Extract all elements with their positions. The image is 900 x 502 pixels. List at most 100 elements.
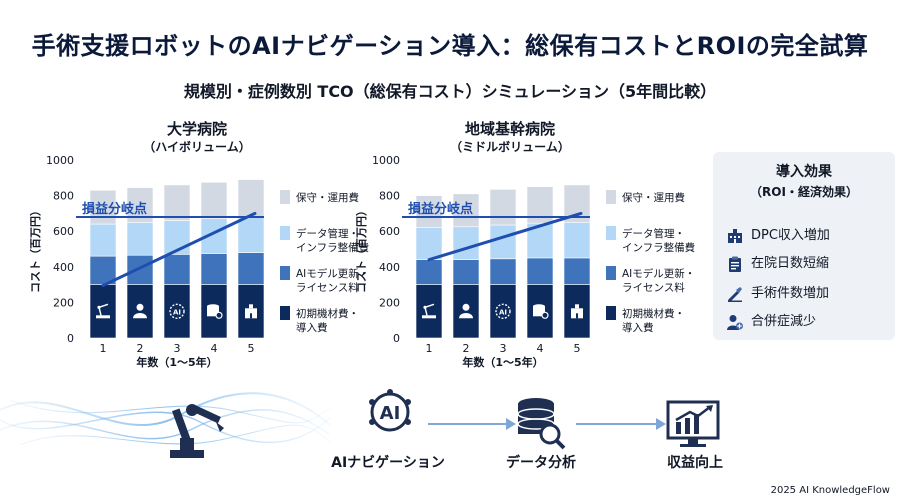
x-tick-label: 1 bbox=[100, 342, 107, 355]
bar-segment-4 bbox=[200, 181, 228, 220]
bar-segment-4 bbox=[452, 193, 480, 228]
flow-arrow bbox=[576, 418, 666, 430]
legend-label: ライセンス料 bbox=[296, 281, 359, 294]
x-axis-label: 年数（1〜5年） bbox=[136, 355, 217, 369]
icon-part: AI bbox=[499, 308, 507, 316]
breakeven-label: 損益分岐点 bbox=[408, 201, 473, 217]
roi-line bbox=[427, 211, 583, 262]
svg-text:AI: AI bbox=[380, 403, 401, 424]
bar-segment-2 bbox=[452, 259, 480, 285]
effects-panel: 導入効果 （ROI・経済効果） DPC収入増加 在院日数短縮 手術件数増加 合併… bbox=[713, 152, 895, 340]
patient-plus-icon bbox=[727, 314, 743, 330]
legend-label: 初期機材費・ bbox=[622, 307, 685, 320]
y-tick-label: 0 bbox=[67, 332, 74, 345]
y-tick-label: 200 bbox=[53, 296, 74, 309]
chart-title: 大学病院 bbox=[167, 120, 227, 138]
effect-item-complication: 合併症減少 bbox=[727, 310, 816, 330]
bar-segment-2 bbox=[163, 254, 191, 285]
hospital-icon bbox=[571, 304, 583, 319]
database-icon bbox=[207, 304, 223, 319]
x-tick-label: 3 bbox=[174, 342, 181, 355]
page-subtitle: 規模別・症例数別 TCO（総保有コスト）シミュレーション（5年間比較） bbox=[183, 82, 717, 101]
legend-swatch bbox=[606, 306, 616, 320]
legend-label: 保守・運用費 bbox=[622, 191, 685, 204]
legend-swatch bbox=[280, 190, 290, 204]
legend-swatch bbox=[280, 306, 290, 320]
legend-label: データ管理・ bbox=[296, 227, 359, 240]
icon-part bbox=[495, 303, 511, 319]
y-tick-label: 600 bbox=[53, 225, 74, 238]
bar-segment-3 bbox=[415, 227, 443, 260]
bar-segment-1 bbox=[415, 284, 443, 339]
legend-label: AIモデル更新・ bbox=[296, 267, 369, 280]
growth-chart-icon bbox=[666, 400, 720, 447]
bar-segment-2 bbox=[200, 253, 228, 285]
y-tick-label: 200 bbox=[379, 296, 400, 309]
robot-arm-icon bbox=[170, 404, 224, 458]
legend-label: インフラ整備費 bbox=[622, 241, 695, 254]
bar-segment-2 bbox=[415, 259, 443, 285]
roi-line bbox=[101, 211, 257, 287]
bar-segment-1 bbox=[126, 284, 154, 339]
ai-icon: AI bbox=[169, 303, 185, 319]
icon-part bbox=[96, 315, 110, 319]
footer-credit: 2025 AI KnowledgeFlow bbox=[770, 485, 890, 496]
flow-label-revenue: 収益向上 bbox=[667, 455, 723, 471]
bar-segment-3 bbox=[489, 224, 517, 260]
bar-segment-2 bbox=[489, 258, 517, 285]
y-tick-label: 600 bbox=[379, 225, 400, 238]
icon-part bbox=[207, 306, 219, 317]
ai-brain-icon: AI bbox=[369, 389, 411, 432]
flow-arrow bbox=[428, 418, 516, 430]
icon-part bbox=[576, 313, 578, 319]
legend-swatch bbox=[280, 266, 290, 280]
bar-segment-2 bbox=[526, 257, 554, 285]
robot-icon bbox=[96, 303, 110, 319]
bar-segment-4 bbox=[415, 195, 443, 228]
flow-label-ai-navigation: AIナビゲーション bbox=[331, 455, 445, 471]
bar-segment-3 bbox=[89, 223, 117, 257]
effect-item-dpc: DPC収入増加 bbox=[727, 224, 830, 244]
bar-segment-1 bbox=[452, 284, 480, 339]
legend-label: 導入費 bbox=[622, 321, 654, 334]
icon-part bbox=[422, 315, 436, 319]
doctor-icon bbox=[459, 303, 473, 319]
icon-part bbox=[541, 311, 549, 319]
robot-icon bbox=[422, 303, 436, 319]
chart-subtitle: （ハイボリューム） bbox=[143, 139, 250, 154]
legend-swatch bbox=[606, 226, 616, 240]
bar-segment-1 bbox=[489, 284, 517, 339]
bar-segment-3 bbox=[163, 220, 191, 255]
effect-label: 手術件数増加 bbox=[751, 286, 830, 301]
legend-swatch bbox=[280, 226, 290, 240]
effect-label: 合併症減少 bbox=[751, 314, 817, 329]
x-tick-label: 2 bbox=[137, 342, 144, 355]
flow-label-data-analysis: データ分析 bbox=[506, 455, 576, 471]
y-tick-label: 800 bbox=[379, 190, 400, 203]
legend-label: AIモデル更新・ bbox=[622, 267, 695, 280]
icon-part bbox=[249, 304, 253, 309]
y-tick-label: 400 bbox=[379, 261, 400, 274]
ai-icon: AI bbox=[495, 303, 511, 319]
effects-subtitle: （ROI・経済効果） bbox=[750, 185, 858, 199]
breakeven-label: 損益分岐点 bbox=[82, 201, 147, 217]
y-axis-label: コスト（百万円） bbox=[29, 205, 42, 293]
x-tick-label: 5 bbox=[574, 342, 581, 355]
legend-label: ライセンス料 bbox=[622, 281, 685, 294]
page-title: 手術支援ロボットのAIナビゲーション導入：総保有コストとROIの完全試算 bbox=[31, 32, 869, 60]
x-tick-label: 3 bbox=[500, 342, 507, 355]
hospital-icon bbox=[728, 228, 742, 243]
bar-segment-3 bbox=[452, 226, 480, 260]
x-axis-label: 年数（1〜5年） bbox=[462, 355, 543, 369]
legend-label: 初期機材費・ bbox=[296, 307, 359, 320]
y-tick-label: 400 bbox=[53, 261, 74, 274]
x-tick-label: 2 bbox=[463, 342, 470, 355]
icon-part bbox=[533, 306, 545, 317]
bar-segment-4 bbox=[163, 184, 191, 221]
database-icon bbox=[533, 304, 549, 319]
doctor-icon bbox=[133, 303, 147, 319]
effect-item-surgery: 手術件数増加 bbox=[727, 282, 829, 302]
bar-segment-1 bbox=[89, 284, 117, 339]
legend-label: 保守・運用費 bbox=[296, 191, 359, 204]
